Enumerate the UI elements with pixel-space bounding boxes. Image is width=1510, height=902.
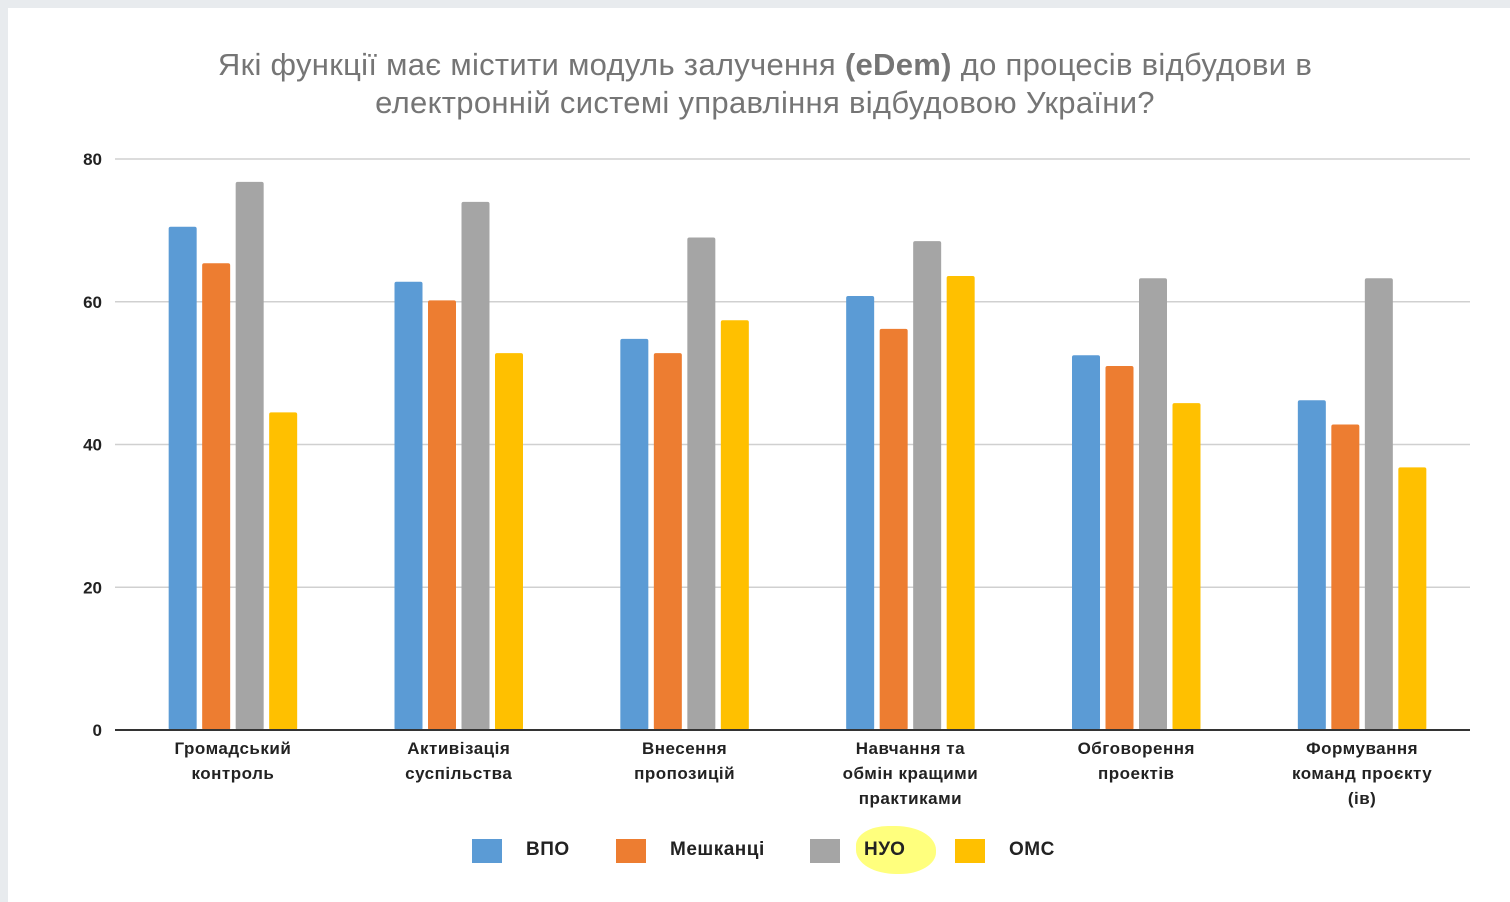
bar: [687, 237, 716, 730]
bar: [1297, 400, 1326, 730]
legend-label: НУО: [864, 839, 906, 860]
chart-title-part2: до процесів відбудови в: [951, 47, 1313, 82]
bar: [720, 320, 749, 730]
chart-title-line2: електронній системі управління відбудово…: [375, 85, 1155, 120]
bar: [1072, 355, 1100, 730]
bar: [1105, 365, 1134, 730]
bar: [495, 353, 523, 730]
bar: [428, 300, 456, 730]
y-tick-label: 40: [83, 436, 102, 455]
bar: [946, 276, 975, 730]
bar: [1172, 403, 1201, 730]
chart-title: Які функції має містити модуль залучення…: [0, 46, 1510, 122]
x-tick-label: Внесення: [642, 739, 727, 758]
legend-label: Мешканці: [670, 839, 765, 860]
chart-title-part1: Які функції має містити модуль залучення: [217, 47, 845, 82]
legend-label: ВПО: [526, 839, 570, 860]
x-tick-label: Активізація: [407, 739, 510, 758]
bar: [394, 281, 423, 730]
bar: [913, 241, 942, 731]
bar: [202, 263, 231, 730]
x-tick-label: Громадський: [175, 739, 292, 758]
bar: [168, 226, 197, 730]
bar: [846, 296, 875, 730]
x-tick-label: контроль: [191, 764, 274, 783]
x-tick-label: проектів: [1098, 764, 1175, 783]
bar: [461, 201, 490, 730]
bar: [620, 338, 649, 730]
legend-swatch: [810, 839, 840, 863]
legend-swatch: [472, 839, 502, 863]
legend-swatch: [616, 839, 646, 863]
bar-chart: 0 20 40 60 80 Громадський контроль Активізація с…: [83, 150, 1470, 808]
bar: [1398, 467, 1427, 730]
chart-legend: ВПО Мешканці НУО ОМС: [0, 836, 1510, 866]
x-tick-label: команд проєкту: [1292, 764, 1432, 783]
x-tick-label: Навчання та: [856, 739, 965, 758]
legend-label: ОМС: [1009, 839, 1055, 860]
legend-swatch: [955, 839, 985, 863]
bar: [1331, 424, 1360, 730]
marker-highlight: [856, 826, 936, 874]
x-tick-label: пропозицій: [634, 764, 735, 783]
bar: [653, 353, 682, 730]
x-tick-label: Обговорення: [1078, 739, 1195, 758]
y-tick-label: 60: [83, 293, 102, 312]
x-tick-label: суспільства: [405, 764, 512, 783]
y-tick-label: 80: [83, 150, 102, 169]
chart-title-bold: (eDem): [844, 47, 952, 82]
bar: [1139, 278, 1167, 730]
x-tick-label: практиками: [859, 789, 962, 808]
y-tick-label: 20: [83, 578, 102, 597]
y-tick-label: 0: [93, 721, 102, 740]
bar: [1364, 278, 1393, 730]
bar: [235, 181, 264, 731]
bar: [879, 328, 908, 730]
bar: [269, 412, 298, 730]
x-tick-label: обмін кращими: [843, 764, 979, 783]
x-tick-label: Формування: [1306, 739, 1418, 758]
x-tick-label: (ів): [1348, 789, 1377, 808]
